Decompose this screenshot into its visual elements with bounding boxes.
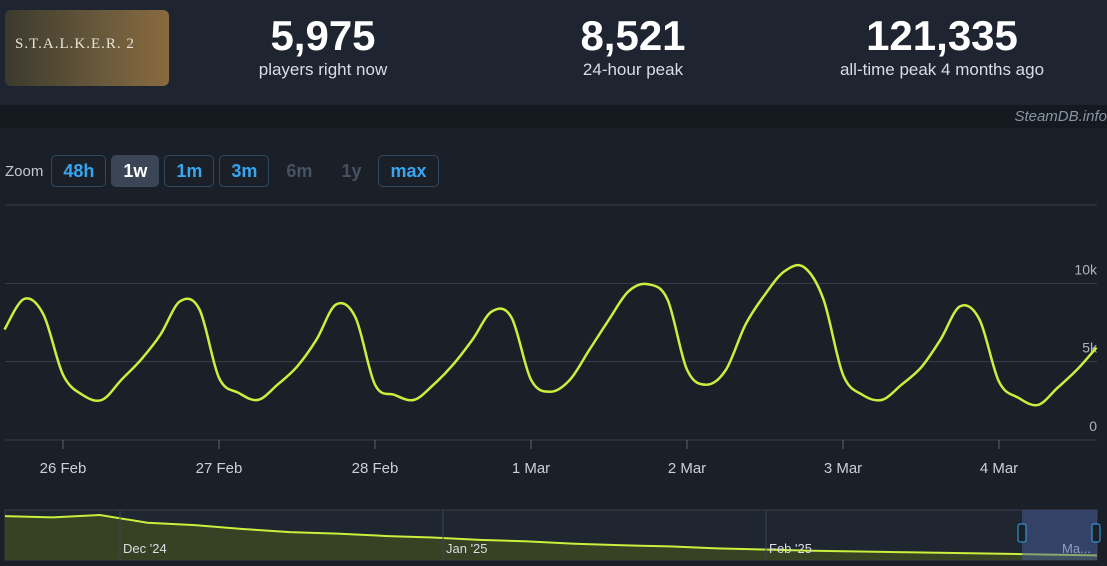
zoom-button[interactable]: max: [378, 155, 439, 187]
stat-label: all-time peak 4 months ago: [839, 60, 1045, 79]
stat: 5,975 players right now: [173, 12, 473, 80]
navigator-label: Feb '25: [769, 541, 812, 556]
zoom-button[interactable]: 1m: [164, 155, 215, 187]
zoom-button[interactable]: 48h: [51, 155, 107, 187]
x-tick-label: 4 Mar: [980, 460, 1018, 477]
x-tick-label: 3 Mar: [824, 460, 862, 477]
zoom-button[interactable]: 1w: [111, 155, 160, 187]
zoom-button[interactable]: 3m: [219, 155, 270, 187]
stat: 8,521 24-hour peak: [483, 12, 783, 80]
x-tick-label: 2 Mar: [668, 460, 706, 477]
zoom-bar: Zoom 48h 1w 1m 3m 6m 1y max: [5, 155, 439, 187]
stat-label: players right now: [258, 60, 388, 79]
navigator-window[interactable]: [1022, 510, 1097, 560]
navigator-area: [5, 515, 1097, 560]
navigator-label: Dec '24: [123, 541, 167, 556]
game-logo[interactable]: S.T.A.L.K.E.R. 2: [5, 10, 169, 86]
x-tick-label: 28 Feb: [352, 460, 399, 477]
x-tick-label: 1 Mar: [512, 460, 550, 477]
stat-label: 24-hour peak: [582, 60, 684, 79]
zoom-button: 6m: [286, 160, 313, 181]
navigator-label: Jan '25: [446, 541, 488, 556]
zoom-button: 1y: [341, 160, 362, 181]
y-tick-label: 10k: [1074, 261, 1098, 277]
game-logo-text: S.T.A.L.K.E.R. 2: [15, 36, 135, 52]
watermark[interactable]: SteamDB.info: [1014, 108, 1107, 125]
y-tick-label: 0: [1089, 418, 1097, 434]
navigator-line: [4, 513, 1098, 557]
zoom-label: Zoom: [5, 162, 44, 180]
stat: 121,335 all-time peak 4 months ago: [792, 12, 1092, 80]
stat-value: 121,335: [866, 12, 1018, 59]
player-line: [3, 263, 1098, 407]
navigator-handle[interactable]: [1017, 523, 1027, 543]
stat-value: 8,521: [580, 12, 686, 59]
header: S.T.A.L.K.E.R. 2 5,975 players right now …: [0, 0, 1107, 105]
stat-value: 5,975: [270, 12, 376, 59]
navigator-handle[interactable]: [1091, 523, 1101, 543]
x-tick-label: 27 Feb: [196, 460, 243, 477]
strip: [0, 105, 1107, 128]
x-tick-label: 26 Feb: [40, 460, 87, 477]
